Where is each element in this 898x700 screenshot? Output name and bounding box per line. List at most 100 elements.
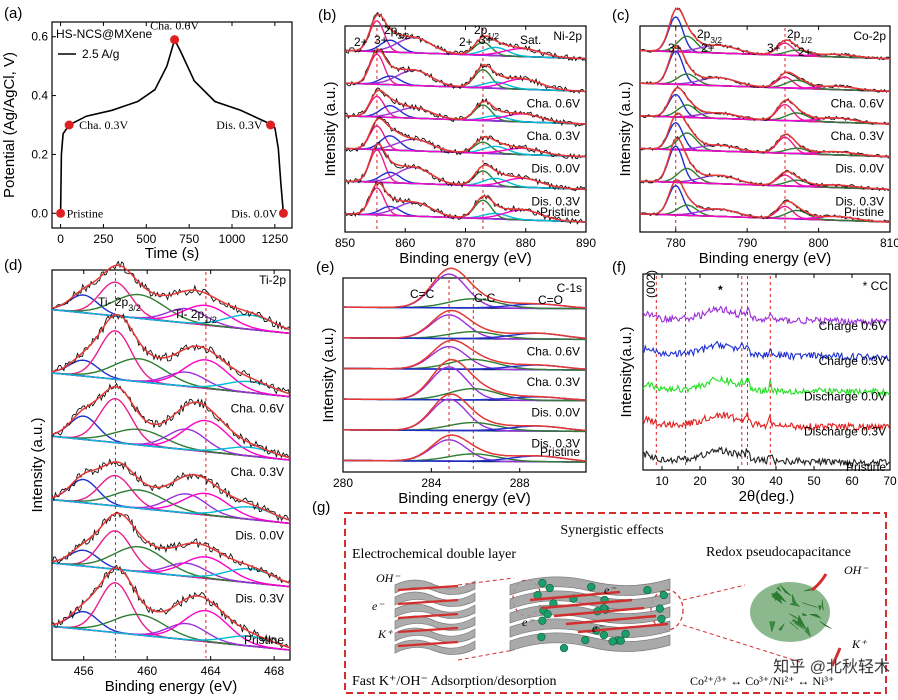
panel-g-particle (616, 636, 625, 645)
panel-f-xtick-label: 60 (845, 474, 859, 488)
panel-g-left-title: Electrochemical double layer (352, 547, 516, 562)
panel-a-marker (170, 35, 180, 45)
panel-d-trace-label: Cha. 0.3V (231, 465, 284, 479)
panel-g-bottom-right: Co²⁺/³⁺ ↔ Co³⁺/Ni²⁺ ↔ Ni³⁺ (690, 674, 834, 688)
panel-g-right-title: Redox pseudocapacitance (706, 545, 851, 560)
panel-b-fit-envelope (345, 13, 586, 60)
panel-b-xtick-label: 860 (395, 236, 415, 250)
panel-d-fit-envelope (51, 567, 291, 649)
panel-c-peak-label: 2+ (798, 45, 812, 59)
panel-e-label: (e) (316, 259, 334, 276)
panel-a-legend-label: 2.5 A/g (82, 47, 119, 61)
panel-a-marker-label: Dis. 0.3V (216, 118, 263, 132)
panel-a-marker (64, 120, 74, 130)
panel-f-annotation: (002) (644, 270, 658, 298)
panel-g-arrow (397, 598, 459, 606)
panel-b-fit-envelope (344, 182, 587, 223)
panel-d-ylabel: Intensity (a.u.) (29, 417, 46, 512)
panel-g-arrow (397, 626, 459, 634)
panel-g-flake-left (394, 639, 476, 655)
panel-d-raw-trace (51, 260, 290, 330)
panel-d-component-peak (51, 281, 291, 334)
panel-a-ylabel: Potential (Ag/AgCl, V) (1, 52, 18, 198)
panel-c-xtick-label: 780 (666, 236, 686, 250)
panel-b-peak-label: 2p1/2 (474, 23, 499, 41)
panel-b-xtick-label: 880 (516, 236, 536, 250)
panel-f: 10 20 30 40 50 60 70 (f) 2θ(deg.) Intensity(a.u.)… (612, 259, 897, 505)
panel-f-annotation: * CC (863, 279, 889, 293)
panel-d-component-peak (51, 372, 291, 395)
panel-e-trace-label: Cha. 0.3V (527, 375, 580, 389)
panel-d-fit-envelope (51, 385, 291, 459)
panel-b-xtick-label: 870 (455, 236, 475, 250)
panel-b: 850 860 870 880 890 (b) Binding energy (eV) Int… (318, 7, 596, 267)
panel-g-particle (533, 591, 542, 600)
panel-b-xtick-label: 890 (576, 236, 596, 250)
panel-f-xtick-label: 30 (731, 474, 745, 488)
panel-e-fit-envelope (343, 393, 587, 432)
panel-g-arrow (397, 640, 459, 648)
panel-b-fit-envelope (345, 143, 587, 191)
panel-c-trace-label: Pristine (844, 205, 884, 219)
panel-f-series-label: Charge 0.6V (819, 319, 886, 333)
panel-g-flake-left (394, 591, 476, 607)
panel-e-xtick-label: 280 (333, 476, 353, 490)
panel-d-component-peak (51, 625, 291, 649)
panel-g-arrow (541, 598, 633, 610)
panel-a-marker-label: Cha. 0.3V (79, 118, 128, 132)
panel-b-component-peak (345, 69, 586, 92)
panel-g-arrow (397, 612, 459, 620)
panel-g-particle (659, 590, 668, 600)
panel-e: 280 284 288 (e) Binding energy (eV) Intensity… (316, 259, 587, 507)
panel-g-connector (682, 584, 746, 601)
panel-b-peak-label: Sat. (520, 33, 541, 47)
panel-d-xtick-label: 456 (74, 664, 94, 678)
panel-g-particle (655, 604, 664, 613)
panel-d-xtick-label: 464 (201, 664, 221, 678)
panel-e-title: C-1s (557, 281, 582, 295)
panel-e-component-peak (343, 314, 586, 340)
panel-e-trace-label: Pristine (540, 445, 580, 459)
panel-g-arrow (553, 606, 645, 618)
panel-g-arrow (565, 614, 657, 626)
panel-c-peak-label: 2p3/2 (697, 27, 722, 45)
panel-d-component-peak (51, 330, 291, 398)
panel-c-fit-envelope (639, 179, 891, 223)
panel-d-fit-envelope (51, 313, 291, 395)
panel-d-trace-label: Pristine (244, 633, 284, 647)
panel-b-trace-label: Cha. 0.3V (527, 129, 580, 143)
panel-g-frame (344, 512, 887, 694)
panel-e-trace-label: Dis. 0.3V (531, 436, 580, 450)
panel-g-particle (543, 610, 552, 619)
panel-f-series-label: Discharge 0.3V (804, 425, 886, 439)
panel-g-ion-label: e⁻ (604, 583, 617, 597)
panel-c-peak-label: 3+ (668, 41, 682, 55)
panel-a-xtick-label: 250 (93, 232, 113, 246)
panel-g-sheet (509, 632, 671, 652)
panel-d-component-peak (51, 562, 291, 584)
panel-e-peak-label: C-C (474, 291, 496, 305)
panel-f-label: (f) (612, 259, 626, 276)
panel-f-xtick-label: 10 (655, 474, 669, 488)
panel-g-arrow (577, 622, 669, 634)
panel-c-trace-label: Cha. 0.6V (831, 96, 884, 110)
panel-d-component-peak (51, 556, 291, 588)
panel-c-peak-label: 3+ (767, 41, 781, 55)
panel-b-fit-envelope (345, 48, 587, 93)
panel-g-particle (538, 616, 547, 625)
panel-d-title: Ti-2p (259, 273, 286, 287)
panel-e-fit-envelope (343, 358, 587, 401)
panel-b-fit-envelope (344, 89, 587, 125)
panel-b-raw-trace (344, 180, 587, 225)
panel-a-xtick-label: 1000 (219, 232, 246, 246)
panel-f-series-label: Discharge 0.0V (804, 389, 886, 403)
panel-c-peak-label: 2p1/2 (787, 27, 812, 45)
panel-d-component-peak (51, 498, 291, 521)
panel-g-bottom-left: Fast K⁺/OH⁻ Adsorption/desorption (352, 674, 557, 689)
panel-f-annotation: * (718, 283, 723, 297)
panel-b-title: Ni-2p (553, 29, 582, 43)
panel-g-nanosphere (750, 582, 830, 642)
panel-f-series-label: Charge 0.3V (819, 354, 886, 368)
panel-c-peak-label: 2+ (701, 41, 715, 55)
panel-a-ytick-label: 0.6 (31, 30, 48, 44)
